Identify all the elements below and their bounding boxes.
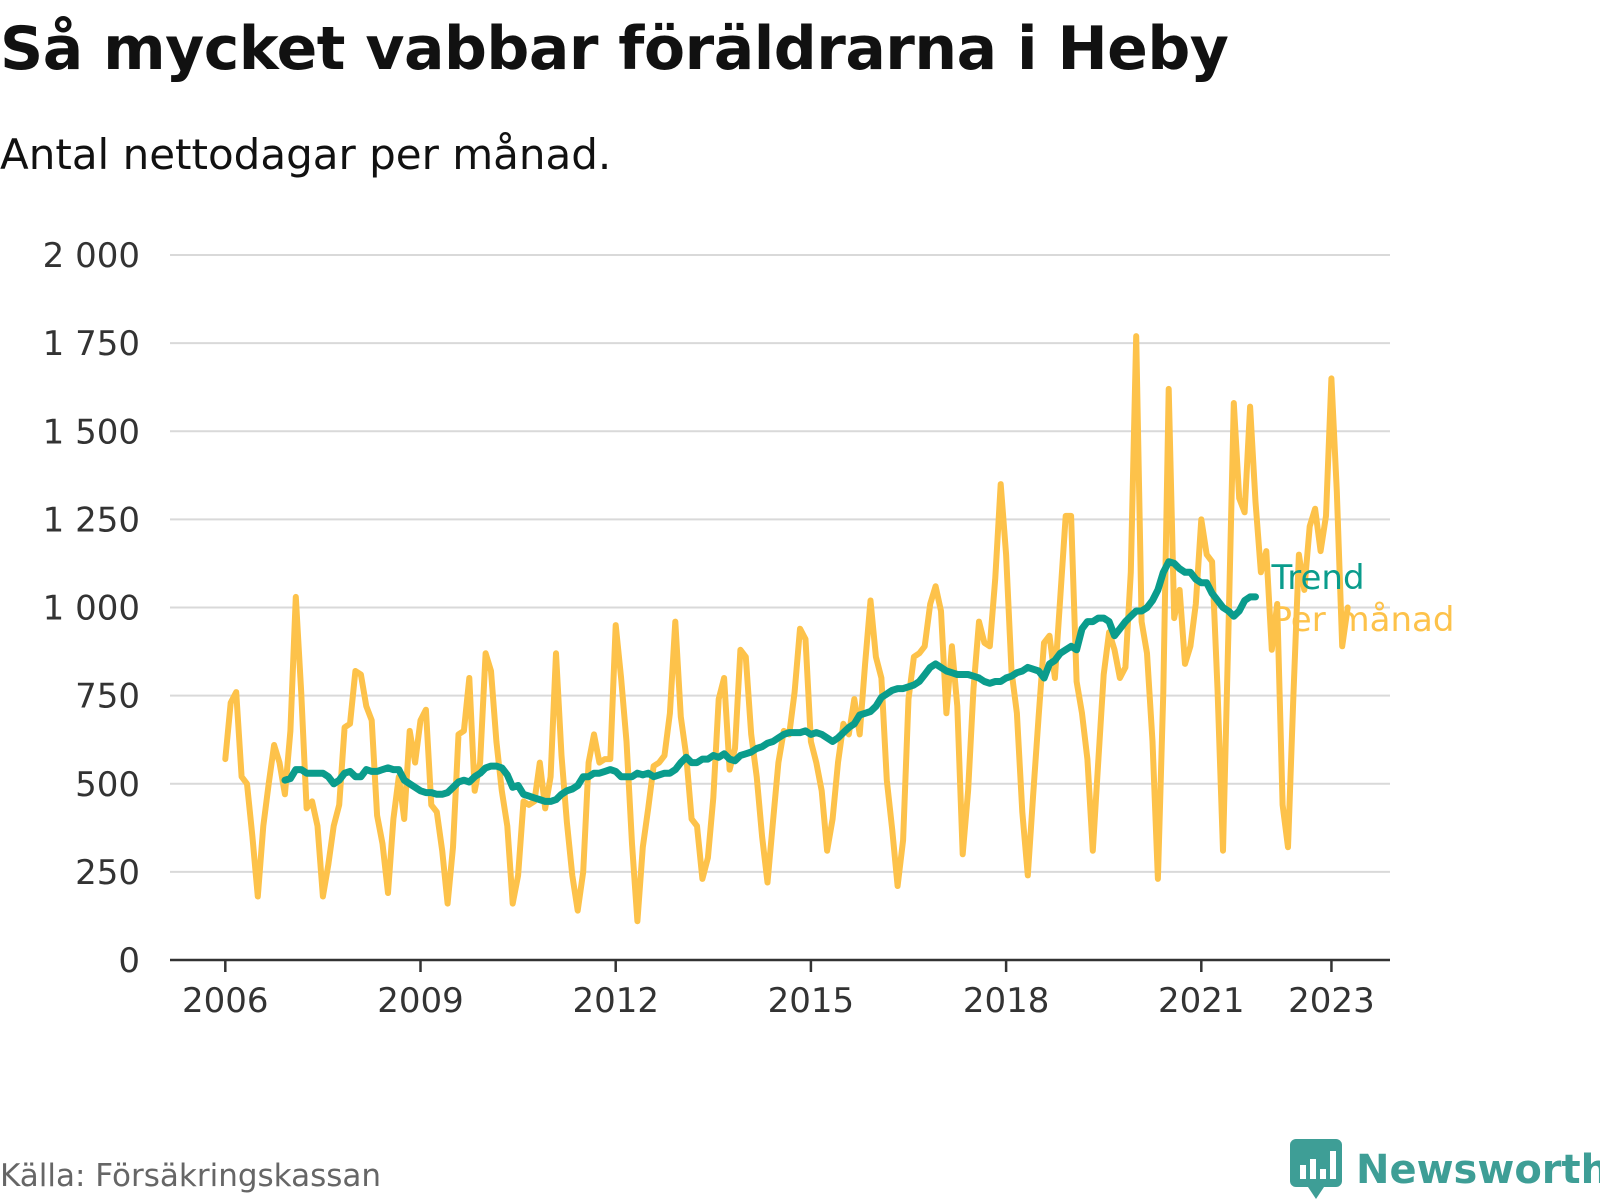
page-subtitle: Antal nettodagar per månad. xyxy=(0,130,612,179)
series-line-per-manad xyxy=(222,333,1351,925)
y-tick-label: 1 750 xyxy=(43,324,140,364)
y-tick-label: 250 xyxy=(75,853,140,893)
brand-logo: Newsworthy xyxy=(1290,1139,1600,1200)
newsworthy-logo-icon xyxy=(1290,1139,1342,1199)
x-tick-label: 2023 xyxy=(1288,981,1375,1021)
x-tick-label: 2015 xyxy=(768,981,855,1021)
y-tick-label: 0 xyxy=(118,941,140,981)
x-tick-label: 2021 xyxy=(1158,981,1245,1021)
source-note: Källa: Försäkringskassan xyxy=(0,1158,382,1194)
y-tick-label: 1 500 xyxy=(43,412,140,452)
x-tick-label: 2009 xyxy=(377,981,464,1021)
series-label-per-manad: Per månad xyxy=(1272,600,1455,640)
y-tick-label: 2 000 xyxy=(43,236,140,276)
line-chart: 0 250 500 750 1 000 1 250 1 500 1 750 2 000 2006… xyxy=(43,236,1455,1021)
x-tick-label: 2018 xyxy=(963,981,1050,1021)
page-title: Så mycket vabbar föräldrarna i Heby xyxy=(0,14,1229,84)
y-tick-label: 1 250 xyxy=(43,500,140,540)
x-axis-ticks: 2006 2009 2012 2015 2018 2021 2023 xyxy=(182,960,1375,1021)
series-lines xyxy=(222,333,1351,925)
brand-name: Newsworthy xyxy=(1356,1147,1600,1193)
y-tick-label: 1 000 xyxy=(43,589,140,629)
series-label-trend: Trend xyxy=(1271,558,1365,598)
y-tick-label: 500 xyxy=(75,765,140,805)
y-tick-label: 750 xyxy=(75,677,140,717)
grid-lines xyxy=(170,254,1390,873)
y-axis-ticks: 0 250 500 750 1 000 1 250 1 500 1 750 2 000 xyxy=(43,236,140,981)
x-tick-label: 2012 xyxy=(572,981,659,1021)
series-line-trend xyxy=(281,558,1259,805)
x-tick-label: 2006 xyxy=(182,981,269,1021)
